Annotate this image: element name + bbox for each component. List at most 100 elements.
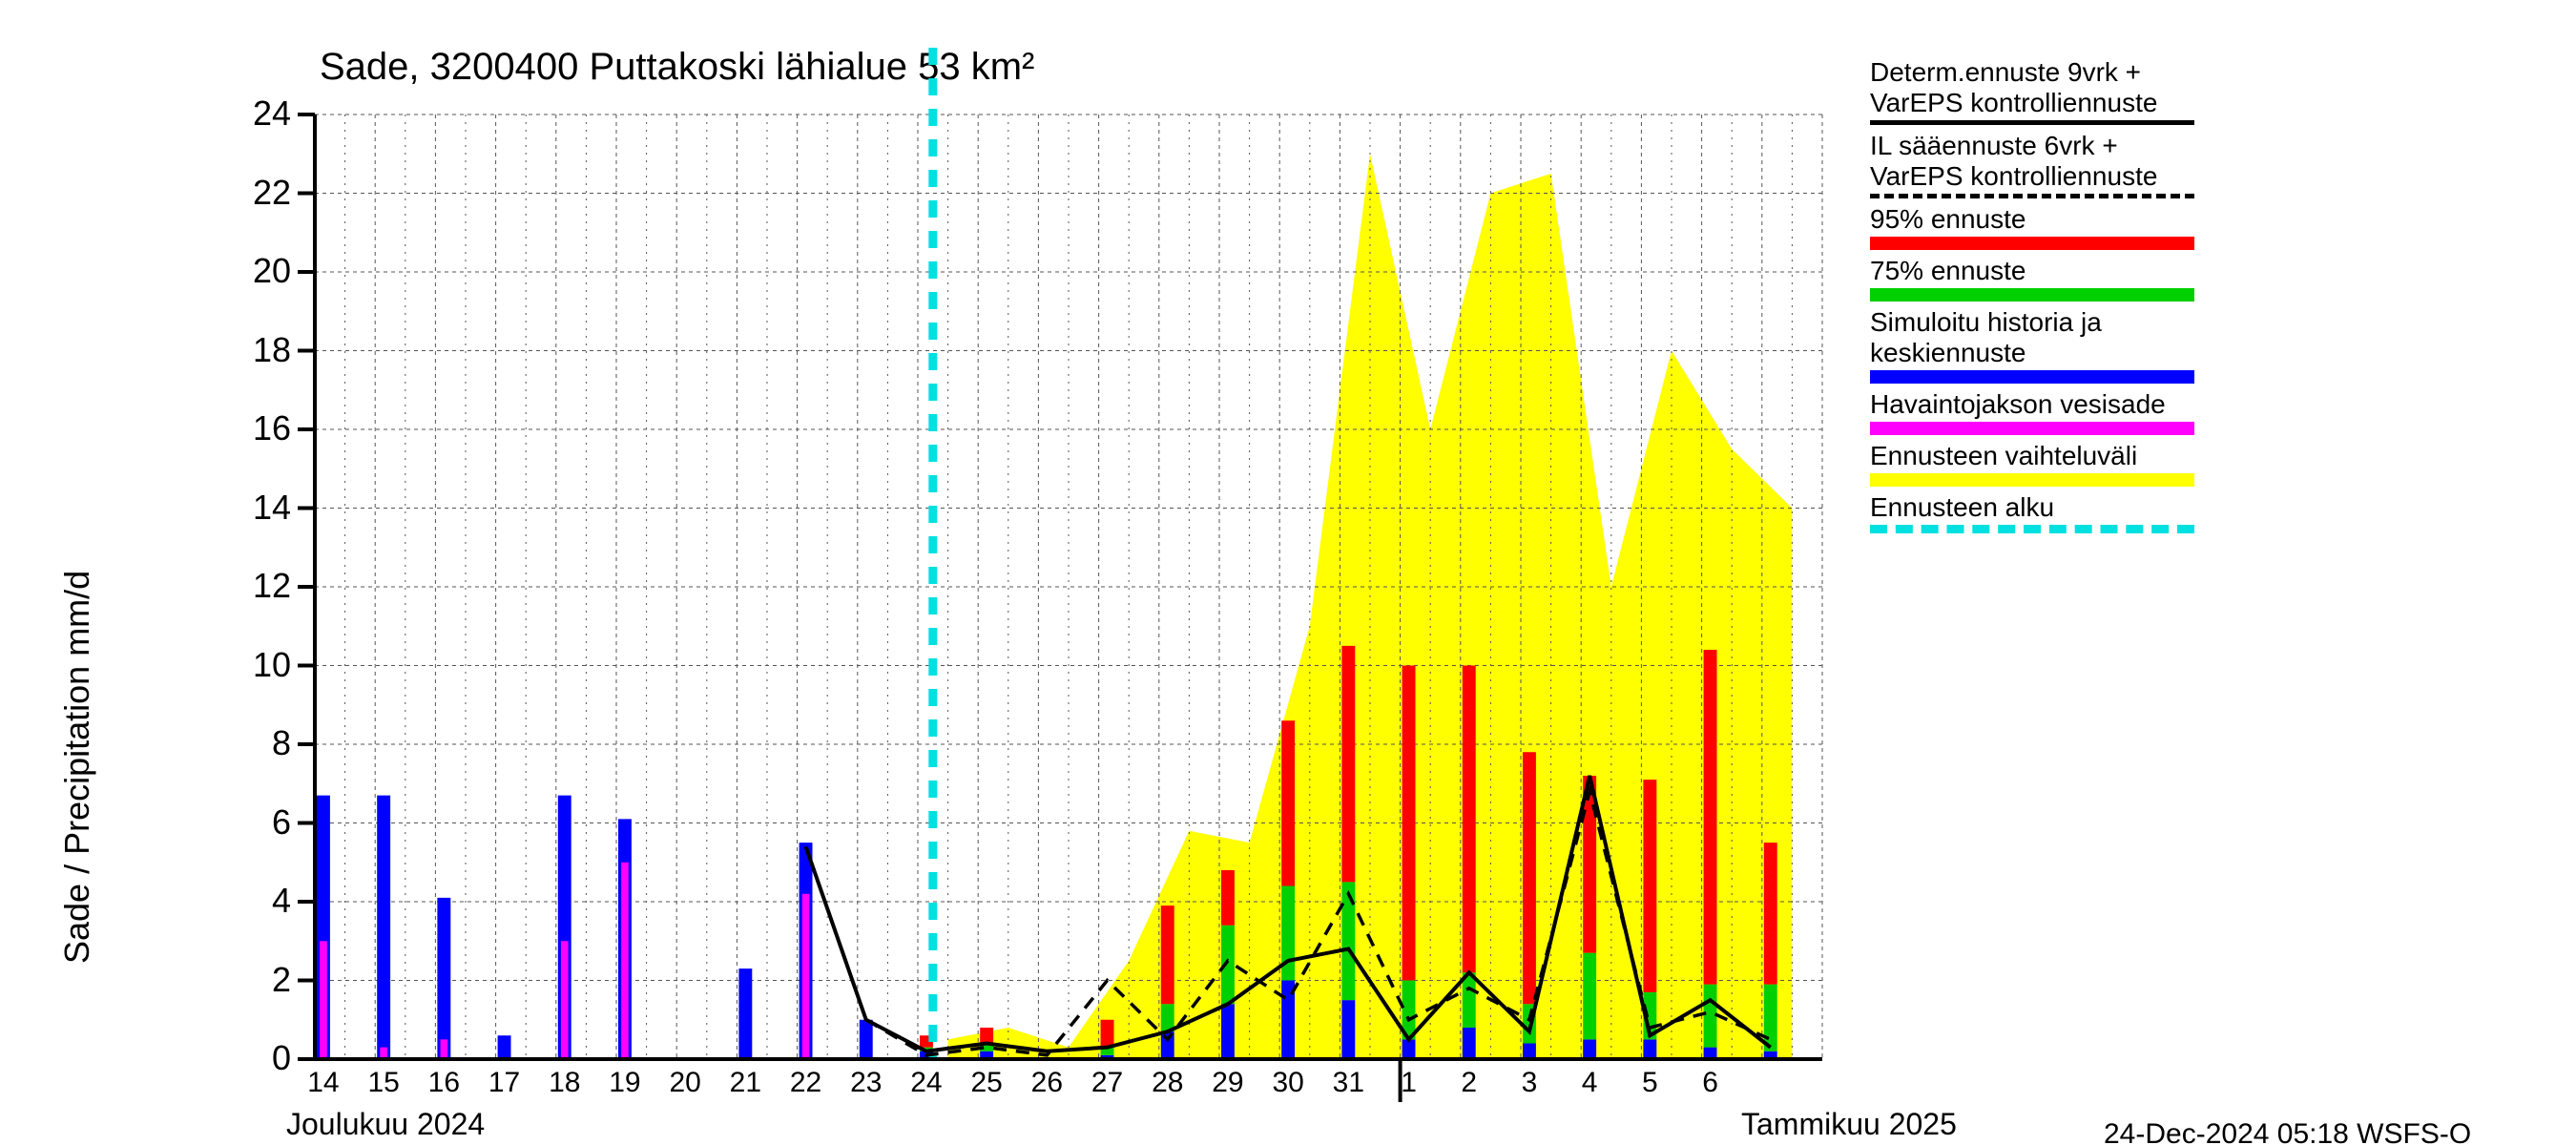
legend-entry: Ennusteen vaihteluväli (1870, 441, 2213, 487)
legend-entry: Determ.ennuste 9vrk +VarEPS kontrollienn… (1870, 57, 2213, 125)
bar-green (1583, 953, 1596, 1040)
legend-text: Determ.ennuste 9vrk + (1870, 57, 2213, 88)
xtick-label: 4 (1582, 1067, 1598, 1099)
ytick-label: 18 (215, 330, 291, 370)
legend-text: Simuloitu historia ja (1870, 307, 2213, 338)
bar-blue (1341, 1000, 1355, 1059)
xtick-label: 25 (970, 1067, 1002, 1099)
chart-container: Sade, 3200400 Puttakoski lähialue 53 km²… (0, 0, 2576, 1145)
xtick-label: 26 (1031, 1067, 1063, 1099)
ytick-label: 2 (215, 960, 291, 1000)
ytick-label: 4 (215, 881, 291, 921)
bar-magenta (320, 941, 327, 1059)
xtick-label: 18 (549, 1067, 580, 1099)
ytick-label: 6 (215, 802, 291, 843)
forecast-range-area (948, 154, 1793, 1059)
xtick-label: 30 (1272, 1067, 1303, 1099)
legend-swatch (1870, 370, 2194, 384)
ytick-label: 16 (215, 408, 291, 448)
xtick-label: 15 (367, 1067, 399, 1099)
month-dec-en: December (286, 1141, 427, 1145)
ytick-label: 22 (215, 173, 291, 213)
xtick-label: 24 (910, 1067, 942, 1099)
legend-entry: 95% ennuste (1870, 204, 2213, 250)
legend-swatch (1870, 473, 2194, 487)
bar-blue (1463, 1028, 1476, 1059)
xtick-label: 22 (790, 1067, 821, 1099)
legend-text: Ennusteen vaihteluväli (1870, 441, 2213, 471)
xtick-label: 2 (1461, 1067, 1477, 1099)
bar-red (1221, 870, 1235, 926)
legend-text: 95% ennuste (1870, 204, 2213, 235)
bar-blue (1583, 1039, 1596, 1059)
bar-magenta (441, 1039, 448, 1059)
bar-red (1523, 752, 1536, 1004)
legend-entry: IL sääennuste 6vrk + VarEPS kontrollienn… (1870, 131, 2213, 198)
xtick-label: 23 (850, 1067, 882, 1099)
xtick-label: 14 (307, 1067, 339, 1099)
bar-blue (738, 968, 752, 1059)
footer-timestamp: 24-Dec-2024 05:18 WSFS-O (2104, 1118, 2471, 1145)
ytick-label: 10 (215, 645, 291, 685)
legend-text: IL sääennuste 6vrk + (1870, 131, 2213, 161)
bar-green (1463, 972, 1476, 1028)
bar-red (1341, 646, 1355, 883)
xtick-label: 29 (1212, 1067, 1243, 1099)
legend-text: 75% ennuste (1870, 256, 2213, 286)
legend-swatch (1870, 422, 2194, 435)
xtick-label: 21 (730, 1067, 761, 1099)
legend-text: VarEPS kontrolliennuste (1870, 161, 2213, 192)
ytick-label: 12 (215, 566, 291, 606)
bar-blue (377, 796, 390, 1059)
bar-red (1704, 650, 1717, 985)
xtick-label: 31 (1333, 1067, 1364, 1099)
xtick-label: 6 (1702, 1067, 1718, 1099)
bar-red (980, 1028, 993, 1044)
bar-red (1463, 666, 1476, 973)
bar-magenta (561, 941, 569, 1059)
legend-swatch (1870, 194, 2194, 198)
xtick-label: 20 (669, 1067, 700, 1099)
bar-red (1643, 780, 1656, 992)
legend-swatch (1870, 288, 2194, 302)
bar-magenta (802, 894, 810, 1059)
bar-red (1402, 666, 1416, 981)
month-jan-fi: Tammikuu 2025 (1741, 1107, 1957, 1142)
legend-text: VarEPS kontrolliennuste (1870, 88, 2213, 118)
bar-blue (498, 1035, 511, 1059)
bar-red (1281, 720, 1295, 885)
bar-blue (1523, 1044, 1536, 1060)
ytick-label: 0 (215, 1038, 291, 1078)
bar-blue (1643, 1039, 1656, 1059)
ytick-label: 14 (215, 488, 291, 528)
legend-text: keskiennuste (1870, 338, 2213, 368)
xtick-label: 3 (1522, 1067, 1538, 1099)
legend-entry: Simuloitu historia jakeskiennuste (1870, 307, 2213, 384)
bar-blue (1221, 1004, 1235, 1059)
xtick-label: 19 (609, 1067, 640, 1099)
legend: Determ.ennuste 9vrk +VarEPS kontrollienn… (1870, 57, 2213, 539)
xtick-label: 17 (488, 1067, 520, 1099)
bar-green (1764, 985, 1777, 1051)
xtick-label: 5 (1642, 1067, 1658, 1099)
bar-magenta (621, 863, 629, 1059)
ytick-label: 8 (215, 723, 291, 763)
ytick-label: 24 (215, 94, 291, 134)
bar-red (1764, 843, 1777, 985)
xtick-label: 16 (428, 1067, 460, 1099)
bar-blue (1402, 1039, 1416, 1059)
legend-entry: 75% ennuste (1870, 256, 2213, 302)
month-jan-en: January (1741, 1141, 1850, 1145)
xtick-label: 28 (1152, 1067, 1183, 1099)
xtick-label: 1 (1401, 1067, 1417, 1099)
legend-swatch (1870, 525, 2194, 533)
month-dec-fi: Joulukuu 2024 (286, 1107, 485, 1142)
ytick-label: 20 (215, 251, 291, 291)
legend-swatch (1870, 120, 2194, 125)
legend-swatch (1870, 237, 2194, 250)
legend-entry: Ennusteen alku (1870, 492, 2213, 533)
bar-red (1161, 906, 1174, 1004)
legend-entry: Havaintojakson vesisade (1870, 389, 2213, 435)
bar-blue (860, 1020, 873, 1059)
bar-blue (437, 898, 450, 1059)
